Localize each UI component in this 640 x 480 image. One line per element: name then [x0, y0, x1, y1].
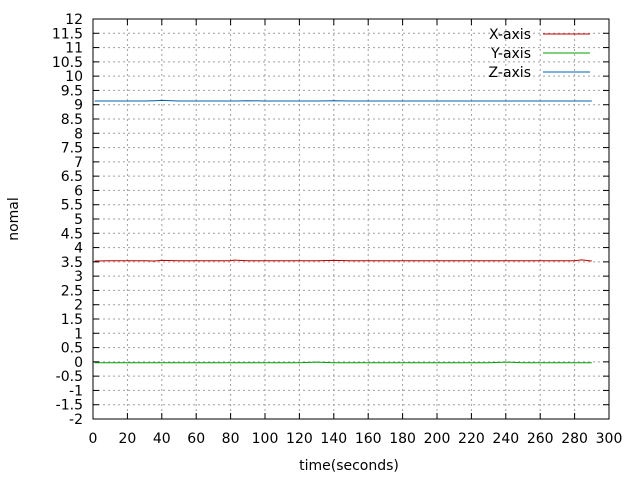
x-tick-label: 180 — [389, 431, 416, 447]
series-line-x-axis — [94, 259, 592, 262]
y-tick-label: -2 — [69, 412, 83, 428]
y-tick-label: 2.5 — [61, 283, 83, 299]
y-tick-label: 4.5 — [61, 226, 83, 242]
x-tick-label: 240 — [492, 431, 519, 447]
series-line-y-axis — [94, 361, 592, 364]
y-tick-label: -1.5 — [56, 398, 83, 414]
series-lines — [94, 99, 592, 364]
x-tick-label: 40 — [153, 431, 171, 447]
y-tick-label: -0.5 — [56, 369, 83, 385]
y-tick-label: 10 — [65, 69, 83, 85]
grid-lines — [93, 19, 609, 419]
y-tick-label: 5.5 — [61, 198, 83, 214]
x-tick-label: 200 — [424, 431, 451, 447]
y-tick-label: 8 — [74, 126, 83, 142]
y-axis-label: nomal — [6, 197, 22, 241]
x-tick-label: 300 — [596, 431, 623, 447]
y-tick-label: 1.5 — [61, 312, 83, 328]
series-line-z-axis — [94, 99, 592, 102]
x-tick-label: 0 — [89, 431, 98, 447]
x-tick-label: 260 — [527, 431, 554, 447]
y-tick-label: 6 — [74, 183, 83, 199]
x-tick-label: 60 — [187, 431, 205, 447]
plot-frame — [92, 18, 610, 420]
y-tick-label: 5 — [74, 212, 83, 228]
x-tick-label: 220 — [458, 431, 485, 447]
y-tick-label: 9.5 — [61, 83, 83, 99]
y-tick-label: 2 — [74, 298, 83, 314]
y-tick-label: 4 — [74, 241, 83, 257]
legend-label: X-axis — [489, 27, 531, 43]
y-tick-label: 11.5 — [52, 26, 83, 42]
axis-ticks: -2-1.5-1-0.500.511.522.533.544.555.566.5… — [52, 12, 623, 447]
x-tick-label: 160 — [355, 431, 382, 447]
x-tick-label: 20 — [118, 431, 136, 447]
y-tick-label: 7 — [74, 155, 83, 171]
x-tick-label: 80 — [222, 431, 240, 447]
x-tick-label: 100 — [252, 431, 279, 447]
y-tick-label: 3 — [74, 269, 83, 285]
legend-label: Y-axis — [490, 46, 531, 62]
y-tick-label: 3.5 — [61, 255, 83, 271]
x-tick-label: 120 — [286, 431, 313, 447]
y-tick-label: 12 — [65, 12, 83, 28]
y-tick-label: 11 — [65, 41, 83, 57]
legend: X-axis Y-axis Z-axis — [489, 27, 590, 81]
y-tick-label: 1 — [74, 326, 83, 342]
y-tick-label: 7.5 — [61, 141, 83, 157]
y-tick-label: -1 — [69, 383, 83, 399]
y-tick-label: 0 — [74, 355, 83, 371]
x-tick-label: 140 — [320, 431, 347, 447]
y-tick-label: 8.5 — [61, 112, 83, 128]
x-tick-label: 280 — [561, 431, 588, 447]
x-axis-label: time(seconds) — [299, 458, 399, 474]
y-tick-label: 0.5 — [61, 341, 83, 357]
y-tick-label: 9 — [74, 98, 83, 114]
legend-label: Z-axis — [489, 65, 531, 81]
y-tick-label: 10.5 — [52, 55, 83, 71]
y-tick-label: 6.5 — [61, 169, 83, 185]
